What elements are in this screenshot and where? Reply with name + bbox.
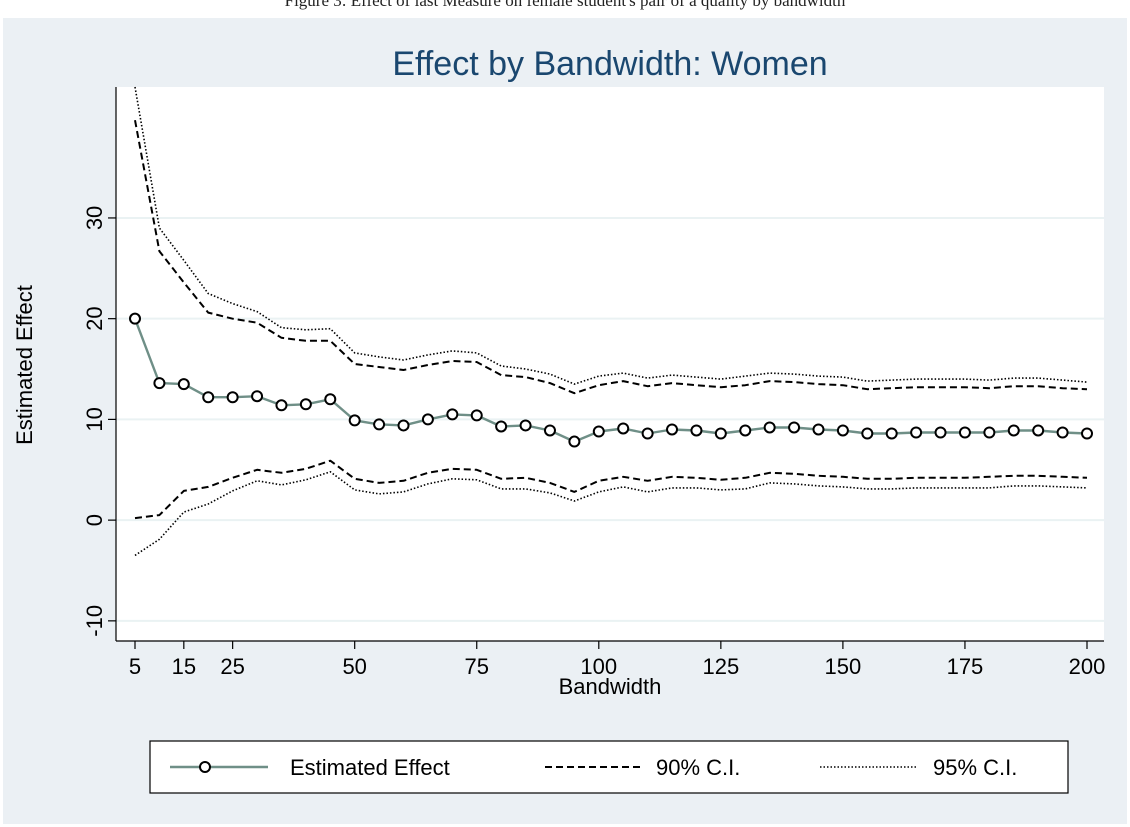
y-tick-label: 20 bbox=[82, 306, 107, 330]
series-line-estimated-effect bbox=[133, 318, 1088, 443]
data-point-estimated-effect bbox=[934, 426, 947, 439]
data-point-estimated-effect bbox=[1056, 426, 1069, 439]
y-tick-label: 30 bbox=[82, 206, 107, 230]
legend-label-95-ci: 95% C.I. bbox=[933, 755, 1017, 780]
data-point-estimated-effect bbox=[910, 426, 923, 439]
data-point-estimated-effect bbox=[1081, 427, 1093, 440]
legend-label-90-ci: 90% C.I. bbox=[656, 755, 740, 780]
series-line-95-c-i bbox=[134, 470, 1088, 557]
data-point-estimated-effect bbox=[714, 427, 727, 440]
figure-caption: Figure 3: Effect of last Measure on fema… bbox=[284, 0, 846, 10]
series-line-90-c-i bbox=[134, 120, 1088, 395]
x-tick-label: 5 bbox=[129, 654, 141, 679]
data-point-estimated-effect bbox=[861, 427, 874, 440]
data-point-estimated-effect bbox=[690, 424, 703, 437]
data-point-estimated-effect bbox=[641, 427, 654, 440]
data-point-estimated-effect bbox=[495, 420, 508, 433]
data-point-estimated-effect bbox=[1007, 424, 1020, 437]
data-point-estimated-effect bbox=[788, 421, 801, 434]
x-tick-label: 100 bbox=[580, 654, 617, 679]
data-point-estimated-effect bbox=[397, 419, 410, 432]
data-point-estimated-effect bbox=[543, 424, 556, 437]
x-axis-label: Bandwidth bbox=[559, 674, 662, 699]
y-axis-label: Estimated Effect bbox=[12, 285, 37, 445]
data-point-estimated-effect bbox=[251, 390, 264, 403]
plot-area bbox=[116, 87, 1104, 641]
legend: Estimated Effect 90% C.I. 95% C.I. bbox=[149, 740, 1069, 794]
data-point-estimated-effect bbox=[446, 408, 459, 421]
y-tick-label: 10 bbox=[82, 407, 107, 431]
data-point-estimated-effect bbox=[983, 426, 996, 439]
data-point-estimated-effect bbox=[275, 399, 288, 412]
data-point-estimated-effect bbox=[836, 424, 849, 437]
data-point-estimated-effect bbox=[519, 419, 532, 432]
data-point-estimated-effect bbox=[812, 423, 825, 436]
data-point-estimated-effect bbox=[177, 378, 190, 391]
data-point-estimated-effect bbox=[763, 421, 776, 434]
data-point-estimated-effect bbox=[568, 435, 581, 448]
x-tick-label: 150 bbox=[825, 654, 862, 679]
x-tick-label: 75 bbox=[465, 654, 489, 679]
x-tick-label: 15 bbox=[172, 654, 196, 679]
data-point-estimated-effect bbox=[617, 422, 630, 435]
x-tick-label: 125 bbox=[702, 654, 739, 679]
data-point-estimated-effect bbox=[885, 427, 898, 440]
y-tick-label: -10 bbox=[82, 605, 107, 637]
x-tick-label: 200 bbox=[1069, 654, 1106, 679]
data-point-estimated-effect bbox=[470, 409, 483, 422]
y-tick-label: 0 bbox=[82, 514, 107, 526]
data-point-estimated-effect bbox=[348, 414, 361, 427]
legend-marker-estimated-effect bbox=[199, 761, 211, 773]
data-point-estimated-effect bbox=[153, 377, 166, 390]
data-point-estimated-effect bbox=[592, 425, 605, 438]
data-point-estimated-effect bbox=[324, 393, 337, 406]
x-tick-label: 50 bbox=[342, 654, 366, 679]
legend-box bbox=[149, 740, 1069, 794]
data-point-estimated-effect bbox=[666, 423, 679, 436]
data-point-estimated-effect bbox=[739, 424, 752, 437]
data-point-estimated-effect bbox=[226, 391, 239, 404]
data-point-estimated-effect bbox=[202, 391, 215, 404]
x-tick-label: 25 bbox=[220, 654, 244, 679]
data-point-estimated-effect bbox=[421, 413, 434, 426]
data-point-estimated-effect bbox=[129, 312, 141, 325]
series-line-95-c-i bbox=[134, 86, 1088, 385]
data-point-estimated-effect bbox=[958, 426, 971, 439]
chart-title: Effect by Bandwidth: Women bbox=[392, 45, 827, 83]
legend-label-estimated-effect: Estimated Effect bbox=[290, 755, 450, 780]
x-tick-label: 175 bbox=[947, 654, 984, 679]
data-point-estimated-effect bbox=[373, 418, 386, 431]
data-point-estimated-effect bbox=[299, 398, 312, 411]
data-point-estimated-effect bbox=[1032, 424, 1045, 437]
